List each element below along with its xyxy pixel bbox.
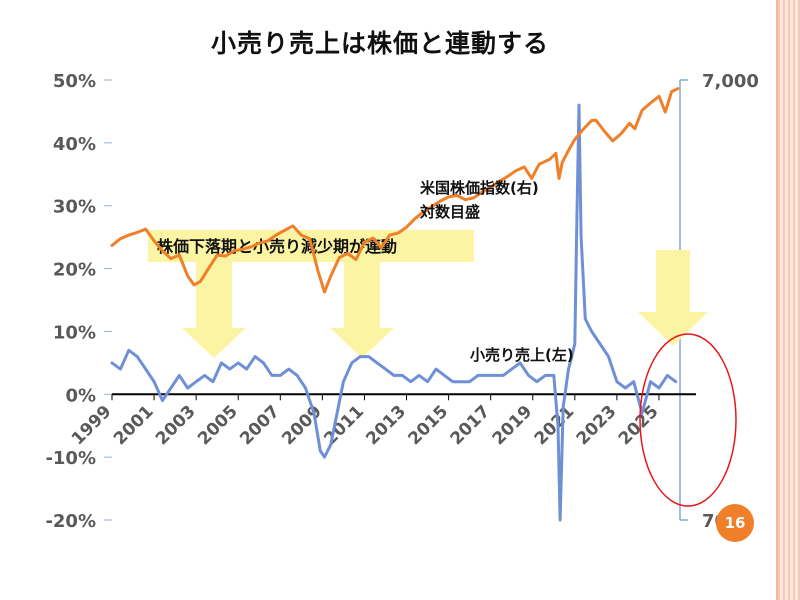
retail-label: 小売り売上(左) [470, 346, 574, 364]
y-left-tick-label: 0% [65, 385, 96, 406]
x-tick-label: 2003 [152, 402, 200, 450]
down-arrow-2025 [638, 250, 708, 346]
series-stock-index-line [110, 87, 680, 294]
x-tick-label: 2007 [236, 402, 284, 450]
down-arrow-2009 [330, 262, 394, 358]
x-tick-label: 2001 [110, 402, 158, 450]
x-axis: 1999200120032005200720092011201320152017… [68, 394, 663, 450]
series-layer [110, 87, 680, 522]
y-left-tick-label: 20% [53, 260, 96, 281]
y-left-tick-label: -20% [45, 511, 96, 532]
index-label-line1: 米国株価指数(右) [420, 179, 539, 197]
x-tick-label: 2015 [405, 402, 453, 450]
highlight-circle [639, 333, 737, 507]
x-tick-label: 2023 [573, 402, 621, 450]
y-left-tick-label: 10% [53, 322, 96, 343]
x-tick-label: 2005 [194, 402, 242, 450]
x-tick-label: 2013 [362, 402, 410, 450]
series-retail-sales-line [110, 103, 678, 522]
y-left-tick-label: 40% [53, 134, 96, 155]
slide-number-badge: 16 [716, 504, 754, 542]
x-tick-label: 1999 [68, 402, 116, 450]
y-right-tick-label: 7,000 [702, 71, 759, 92]
x-tick-label: 2021 [531, 402, 579, 450]
y-left-axis: 50% 40% 30% 20% 10% 0% -10% -20% [45, 71, 112, 532]
x-tick-label: 2025 [615, 402, 663, 450]
decorative-border-edge [776, 0, 778, 600]
y-left-tick-label: 30% [53, 197, 96, 218]
x-tick-label: 2011 [320, 402, 368, 450]
down-arrow-2003 [182, 262, 246, 358]
callout-text: 株価下落期と小売り減少期が連動 [157, 237, 397, 256]
decorative-border [778, 0, 800, 600]
y-left-tick-label: 50% [53, 71, 96, 92]
slide-title: 小売り売上は株価と連動する [210, 29, 549, 58]
index-label-line2: 対数目盛 [419, 203, 480, 221]
x-tick-label: 2017 [447, 402, 495, 450]
x-tick-label: 2019 [489, 402, 537, 450]
y-left-tick-label: -10% [45, 448, 96, 469]
